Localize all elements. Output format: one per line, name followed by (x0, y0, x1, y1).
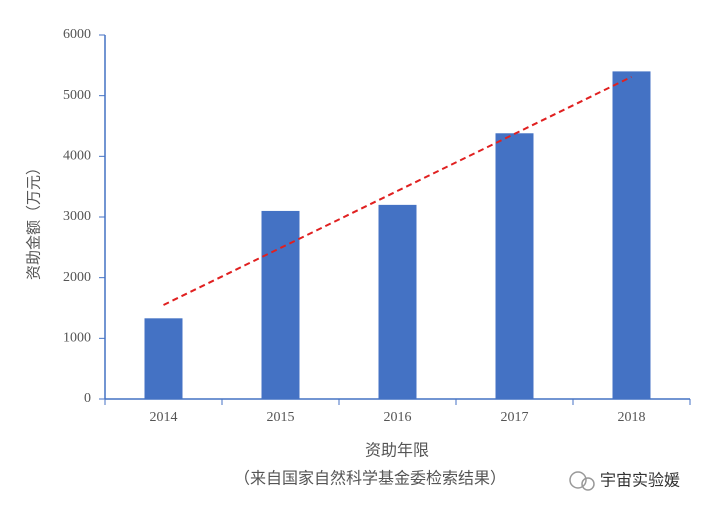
bar (495, 133, 534, 399)
y-axis-label: 资助金额（万元） (25, 160, 42, 280)
watermark-icon (569, 471, 595, 491)
bar (144, 318, 183, 399)
y-tick-label: 5000 (63, 88, 91, 103)
y-tick-label: 2000 (63, 270, 91, 285)
x-tick-label: 2017 (501, 410, 529, 425)
y-tick-label: 1000 (63, 331, 91, 346)
y-tick-label: 0 (84, 391, 91, 406)
y-tick-label: 4000 (63, 149, 91, 164)
x-tick-label: 2016 (384, 410, 412, 425)
watermark: 宇宙实验媛 (600, 471, 680, 490)
x-tick-label: 2015 (267, 410, 295, 425)
x-axis-sublabel: （来自国家自然科学基金委检索结果） (234, 470, 506, 488)
y-tick-label: 6000 (63, 27, 91, 42)
trend-line (163, 75, 632, 306)
x-tick-label: 2014 (150, 410, 178, 425)
bar (612, 71, 651, 400)
x-tick-label: 2018 (618, 410, 646, 425)
x-axis-label: 资助年限 (365, 442, 429, 460)
y-tick-label: 3000 (63, 209, 91, 224)
bar (261, 210, 300, 399)
bar (378, 204, 417, 399)
